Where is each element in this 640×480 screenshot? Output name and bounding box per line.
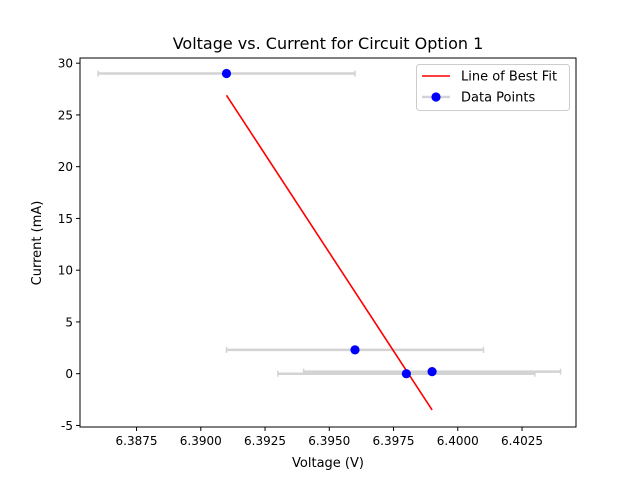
data-point: [401, 369, 411, 379]
legend-label-data-points: Data Points: [461, 91, 535, 106]
y-tick-label: 30: [58, 57, 73, 71]
data-point: [221, 68, 232, 79]
data-point: [350, 345, 360, 355]
x-tick-label: 6.4025: [501, 434, 543, 448]
y-tick-label: 0: [65, 367, 73, 381]
y-tick-label: 5: [65, 315, 73, 329]
plot-area: [97, 68, 562, 411]
x-tick-label: 6.3900: [180, 434, 222, 448]
x-axis-label: Voltage (V): [292, 456, 364, 471]
legend-box: [416, 64, 570, 111]
y-tick-label: 10: [58, 264, 73, 278]
x-tick-label: 6.4000: [437, 434, 479, 448]
y-tick-label: -5: [61, 419, 73, 433]
x-tick-label: 6.3925: [244, 434, 286, 448]
best-fit-line: [225, 94, 433, 411]
x-tick-label: 6.3875: [116, 434, 158, 448]
y-axis-label: Current (mA): [30, 201, 45, 286]
x-tick-label: 6.3975: [373, 434, 415, 448]
y-tick-label: 25: [58, 108, 73, 122]
y-tick-label: 20: [58, 160, 73, 174]
chart-title: Voltage vs. Current for Circuit Option 1: [173, 34, 484, 53]
legend-label-best-fit: Line of Best Fit: [461, 70, 557, 85]
legend-marker-swatch: [431, 92, 441, 102]
data-point: [427, 367, 437, 377]
legend: Line of Best Fit Data Points: [416, 64, 570, 111]
x-tick-label: 6.3950: [308, 434, 350, 448]
axes-frame: [79, 57, 577, 428]
x-axis: 6.3875 6.3900 6.3925 6.3950 6.3975 6.4000 6.40…: [116, 427, 543, 448]
y-axis: -5 0 5 10 15 20 25 30: [58, 57, 80, 433]
y-tick-label: 15: [58, 212, 73, 226]
